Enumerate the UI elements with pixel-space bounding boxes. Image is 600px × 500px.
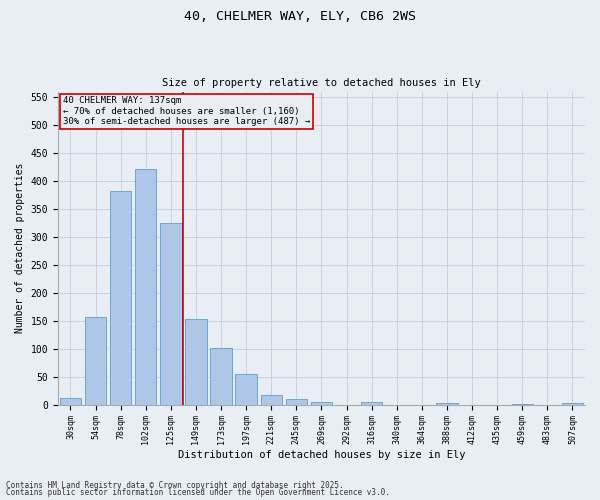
Text: 40 CHELMER WAY: 137sqm
← 70% of detached houses are smaller (1,160)
30% of semi-: 40 CHELMER WAY: 137sqm ← 70% of detached… <box>63 96 310 126</box>
Text: 40, CHELMER WAY, ELY, CB6 2WS: 40, CHELMER WAY, ELY, CB6 2WS <box>184 10 416 23</box>
Text: Contains public sector information licensed under the Open Government Licence v3: Contains public sector information licen… <box>6 488 390 497</box>
Bar <box>436 403 458 404</box>
Bar <box>311 402 332 404</box>
Bar <box>60 398 81 404</box>
Bar <box>286 398 307 404</box>
Text: Contains HM Land Registry data © Crown copyright and database right 2025.: Contains HM Land Registry data © Crown c… <box>6 480 344 490</box>
Bar <box>361 402 382 404</box>
Title: Size of property relative to detached houses in Ely: Size of property relative to detached ho… <box>162 78 481 88</box>
Bar <box>85 317 106 404</box>
Bar <box>235 374 257 404</box>
Bar <box>211 348 232 405</box>
Bar <box>110 190 131 404</box>
Bar <box>160 223 182 404</box>
Bar <box>135 170 157 404</box>
Y-axis label: Number of detached properties: Number of detached properties <box>15 163 25 334</box>
Bar <box>260 394 282 404</box>
Bar <box>185 319 206 404</box>
Bar <box>562 403 583 404</box>
X-axis label: Distribution of detached houses by size in Ely: Distribution of detached houses by size … <box>178 450 465 460</box>
